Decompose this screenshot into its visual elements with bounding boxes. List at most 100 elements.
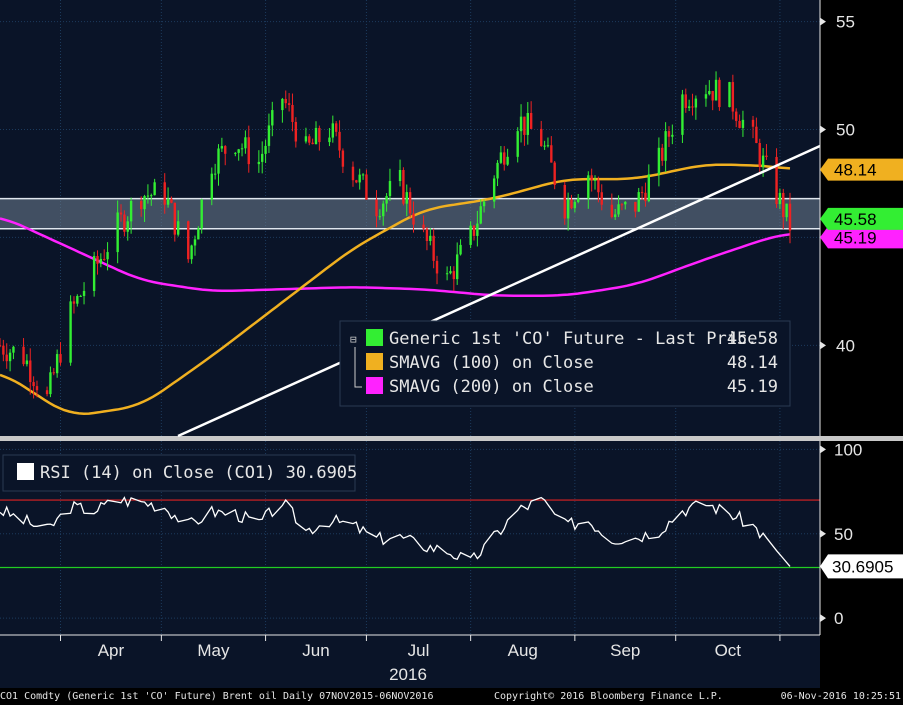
candle-body <box>82 290 86 296</box>
candle-body <box>291 104 294 122</box>
candle-body <box>661 147 664 161</box>
candle-body <box>684 94 687 108</box>
candle-body <box>388 181 392 197</box>
x-tick-label: Sep <box>610 641 640 660</box>
candle-body <box>197 228 200 240</box>
candle-body <box>455 254 459 280</box>
candle-body <box>271 110 274 126</box>
candle-body <box>52 372 55 374</box>
price-tick-label: 50 <box>836 121 855 140</box>
candle-body <box>573 201 577 209</box>
candle-body <box>412 213 415 225</box>
legend-swatch-price <box>366 329 383 346</box>
candle-body <box>119 212 123 215</box>
candle-body <box>5 354 8 362</box>
footer: CO1 Comdty (Generic 1st 'CO' Future) Bre… <box>0 688 903 705</box>
candle-body <box>240 148 244 150</box>
candle-body <box>435 260 439 274</box>
candle-body <box>681 94 684 135</box>
last-value-tag <box>820 226 903 249</box>
candle-body <box>667 131 671 137</box>
candle-body <box>123 214 126 232</box>
candle-body <box>664 131 667 161</box>
candle-body <box>755 126 758 143</box>
candle-body <box>459 244 462 255</box>
candle-body <box>758 142 761 167</box>
rsi-path <box>0 496 791 567</box>
candle-body <box>210 173 213 200</box>
candle-body <box>671 134 674 137</box>
candle-body <box>543 145 546 147</box>
candle-body <box>170 198 173 203</box>
candle-body <box>610 204 614 218</box>
x-tick-label: Apr <box>98 641 125 660</box>
candle-body <box>735 111 738 121</box>
x-tick-label: Aug <box>508 641 538 660</box>
candle-body <box>469 225 472 245</box>
candle-body <box>482 201 486 207</box>
price-legend[interactable]: ⊟ Generic 1st 'CO' Future - Last Price S… <box>339 320 791 407</box>
rsi-legend-label: RSI (14) on Close (CO1) 30.6905 <box>40 463 357 483</box>
candle-body <box>788 203 792 231</box>
candle-body <box>476 223 479 236</box>
last-value-labels: 45.19 48.14 45.58 <box>820 158 903 249</box>
candle-body <box>234 152 237 154</box>
rsi-last-text: 30.6905 <box>832 557 893 576</box>
footer-timestamp: 06-Nov-2016 10:25:51 <box>780 691 901 702</box>
legend-collapse-icon[interactable]: ⊟ <box>350 333 357 346</box>
last-value-text: 45.19 <box>834 228 877 247</box>
candle-body <box>12 346 15 353</box>
price-tick <box>820 17 826 26</box>
candle-body <box>637 192 640 212</box>
candle-body <box>143 196 146 210</box>
candle-body <box>220 146 224 149</box>
chart-canvas: 40 50 55 45.19 48.14 45.58 0 50 100 30.6905 201… <box>0 0 903 688</box>
candle-body <box>499 152 503 163</box>
candle-body <box>398 169 402 182</box>
candle-body <box>92 256 96 291</box>
candle-body <box>55 354 59 374</box>
candle-body <box>361 174 365 176</box>
candle-body <box>382 203 385 217</box>
candle-body <box>613 214 617 218</box>
candle-body <box>761 155 765 167</box>
candle-body <box>566 199 570 219</box>
candle-body <box>224 146 227 154</box>
candle-body <box>314 127 318 145</box>
candle-body <box>587 175 590 199</box>
candle-body <box>8 352 12 362</box>
candle-body <box>153 182 156 196</box>
last-value-text: 48.14 <box>834 161 877 180</box>
candle-body <box>741 119 745 128</box>
candle-body <box>193 239 197 246</box>
candle-body <box>166 198 170 205</box>
candle-body <box>405 192 408 204</box>
legend-tree-connector <box>354 347 362 388</box>
candle-body <box>425 228 429 242</box>
rsi-tick-label: 0 <box>834 609 843 628</box>
candle-body <box>449 271 452 274</box>
rsi-legend[interactable]: RSI (14) on Close (CO1) 30.6905 <box>2 454 357 492</box>
x-axis-bg <box>0 635 820 688</box>
rsi-tick <box>820 445 826 454</box>
candle-body <box>139 200 143 210</box>
candle-body <box>503 152 506 165</box>
candle-body <box>45 390 49 395</box>
candle-body <box>375 199 378 217</box>
rsi-last-tag <box>820 554 903 579</box>
candle-body <box>408 192 412 214</box>
x-axis-year: 2016 <box>389 665 427 684</box>
candle-body <box>126 221 129 232</box>
candle-body <box>728 82 731 108</box>
candle-body <box>782 192 785 218</box>
candle-body <box>176 221 180 235</box>
candle-body <box>593 179 597 181</box>
candle-body <box>691 106 694 108</box>
candle-body <box>264 145 267 154</box>
candle-body <box>22 346 25 365</box>
right-axis-bg <box>820 0 903 688</box>
candle-body <box>640 192 644 194</box>
candle-body <box>358 174 361 183</box>
candle-body <box>496 162 499 179</box>
x-tick-label: May <box>197 641 230 660</box>
